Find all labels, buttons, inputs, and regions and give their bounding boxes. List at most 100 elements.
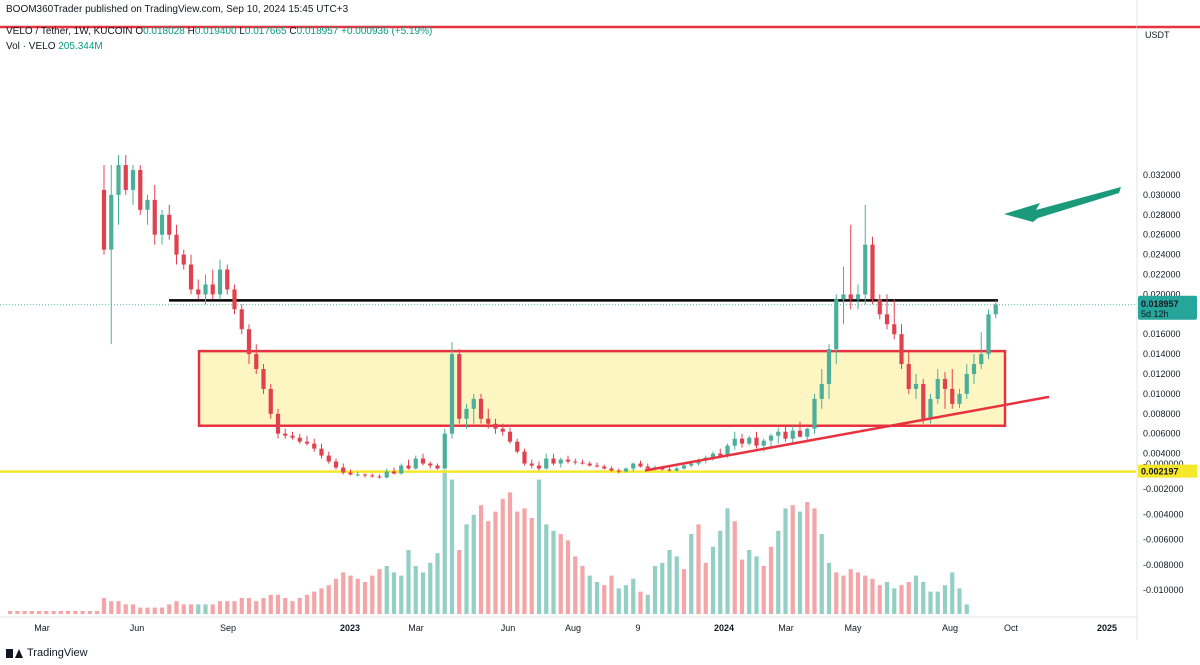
volume-bar — [254, 601, 259, 614]
volume-bar — [152, 607, 157, 614]
candle-body — [167, 214, 172, 235]
price-tick-label: 0.032000 — [1143, 170, 1181, 180]
volume-bar — [754, 556, 759, 614]
candle-body — [138, 170, 143, 210]
volume-bar — [51, 611, 56, 614]
candle-body — [986, 314, 991, 355]
volume-bar — [239, 598, 244, 614]
volume-bar — [515, 511, 520, 614]
candle-body — [747, 437, 752, 444]
volume-bar — [544, 524, 549, 614]
volume-bar — [928, 591, 933, 614]
price-tick-label: 0.012000 — [1143, 369, 1181, 379]
volume-bar — [855, 572, 861, 614]
symbol-name[interactable]: VELO / Tether, 1W, KUCOIN — [6, 26, 133, 37]
time-tick-label: 2024 — [714, 623, 734, 633]
candle-body — [159, 214, 165, 235]
candle-body — [355, 474, 360, 476]
candle-body — [406, 465, 411, 469]
volume-bar — [261, 598, 266, 614]
candle-body — [304, 441, 310, 444]
candle-body — [391, 471, 397, 474]
volume-bar — [660, 562, 665, 614]
candle-body — [420, 458, 426, 464]
candle-body — [754, 437, 759, 446]
volume-bar — [246, 598, 252, 614]
volume-bar — [826, 562, 832, 614]
candle-body — [341, 467, 346, 473]
candle-body — [696, 460, 701, 464]
volume-bar — [870, 578, 875, 614]
candle-body — [725, 445, 730, 456]
volume-bar — [44, 611, 49, 614]
change-value: +0.000936 (+5.19%) — [341, 26, 433, 37]
volume-bar — [725, 508, 730, 614]
volume-bar — [283, 598, 288, 614]
candle-body — [522, 451, 527, 464]
volume-bar — [921, 582, 926, 614]
volume-bar — [457, 550, 462, 614]
volume-bar — [580, 566, 585, 614]
candle-body — [631, 463, 636, 469]
volume-bar — [761, 566, 766, 614]
volume-bar — [667, 550, 672, 614]
volume-label[interactable]: Vol · VELO — [6, 41, 56, 52]
candle-body — [326, 455, 331, 462]
candle-body — [348, 472, 353, 475]
volume-bar — [674, 556, 679, 614]
candle-body — [544, 458, 549, 469]
candle-body — [797, 430, 803, 437]
candle-body — [123, 165, 128, 190]
volume-bar — [159, 607, 165, 614]
price-tick-label: 0.010000 — [1143, 389, 1181, 399]
volume-bar — [58, 611, 63, 614]
volume-bar — [167, 604, 172, 614]
footer-brand[interactable]: TradingView — [6, 647, 88, 659]
price-tick-label: 0.008000 — [1143, 409, 1181, 419]
candle-body — [863, 244, 868, 295]
volume-bar — [841, 575, 846, 614]
volume-bar — [138, 607, 143, 614]
volume-bar — [703, 562, 708, 614]
support-price-tag — [1138, 464, 1197, 478]
candle-body — [573, 461, 578, 463]
candle-body — [848, 294, 853, 300]
volume-bar — [812, 508, 817, 614]
volume-bar — [297, 598, 302, 614]
currency-label: USDT — [1145, 30, 1170, 40]
candle-body — [384, 471, 389, 478]
volume-bar — [551, 530, 556, 614]
candle-body — [399, 465, 404, 474]
volume-bar — [486, 521, 491, 614]
price-tick-label: 0.016000 — [1143, 329, 1181, 339]
volume-bar — [616, 588, 621, 614]
candle-body — [551, 458, 556, 464]
volume-tick-label: -0.008000 — [1143, 560, 1184, 570]
volume-bar — [95, 611, 100, 614]
candle-body — [101, 189, 107, 250]
volume-bar — [420, 572, 426, 614]
volume-bar — [587, 575, 592, 614]
candle-body — [834, 299, 839, 350]
candle-body — [776, 431, 781, 436]
candle-body — [478, 398, 484, 419]
price-tick-label: 0.026000 — [1143, 230, 1181, 240]
candle-body — [870, 244, 875, 300]
candle-body — [993, 304, 998, 315]
volume-bar — [558, 534, 563, 614]
candle-body — [507, 431, 513, 442]
candle-body — [783, 431, 788, 439]
candle-body — [536, 465, 542, 469]
volume-bar — [435, 553, 440, 614]
low-label: L — [239, 26, 245, 37]
price-tick-label: 0.014000 — [1143, 349, 1181, 359]
volume-bar — [66, 611, 71, 614]
candle-body — [957, 393, 962, 404]
candle-body — [681, 465, 687, 469]
tradingview-logo-icon — [6, 648, 23, 658]
candle-body — [145, 199, 150, 210]
time-tick-label: 2025 — [1097, 623, 1117, 633]
